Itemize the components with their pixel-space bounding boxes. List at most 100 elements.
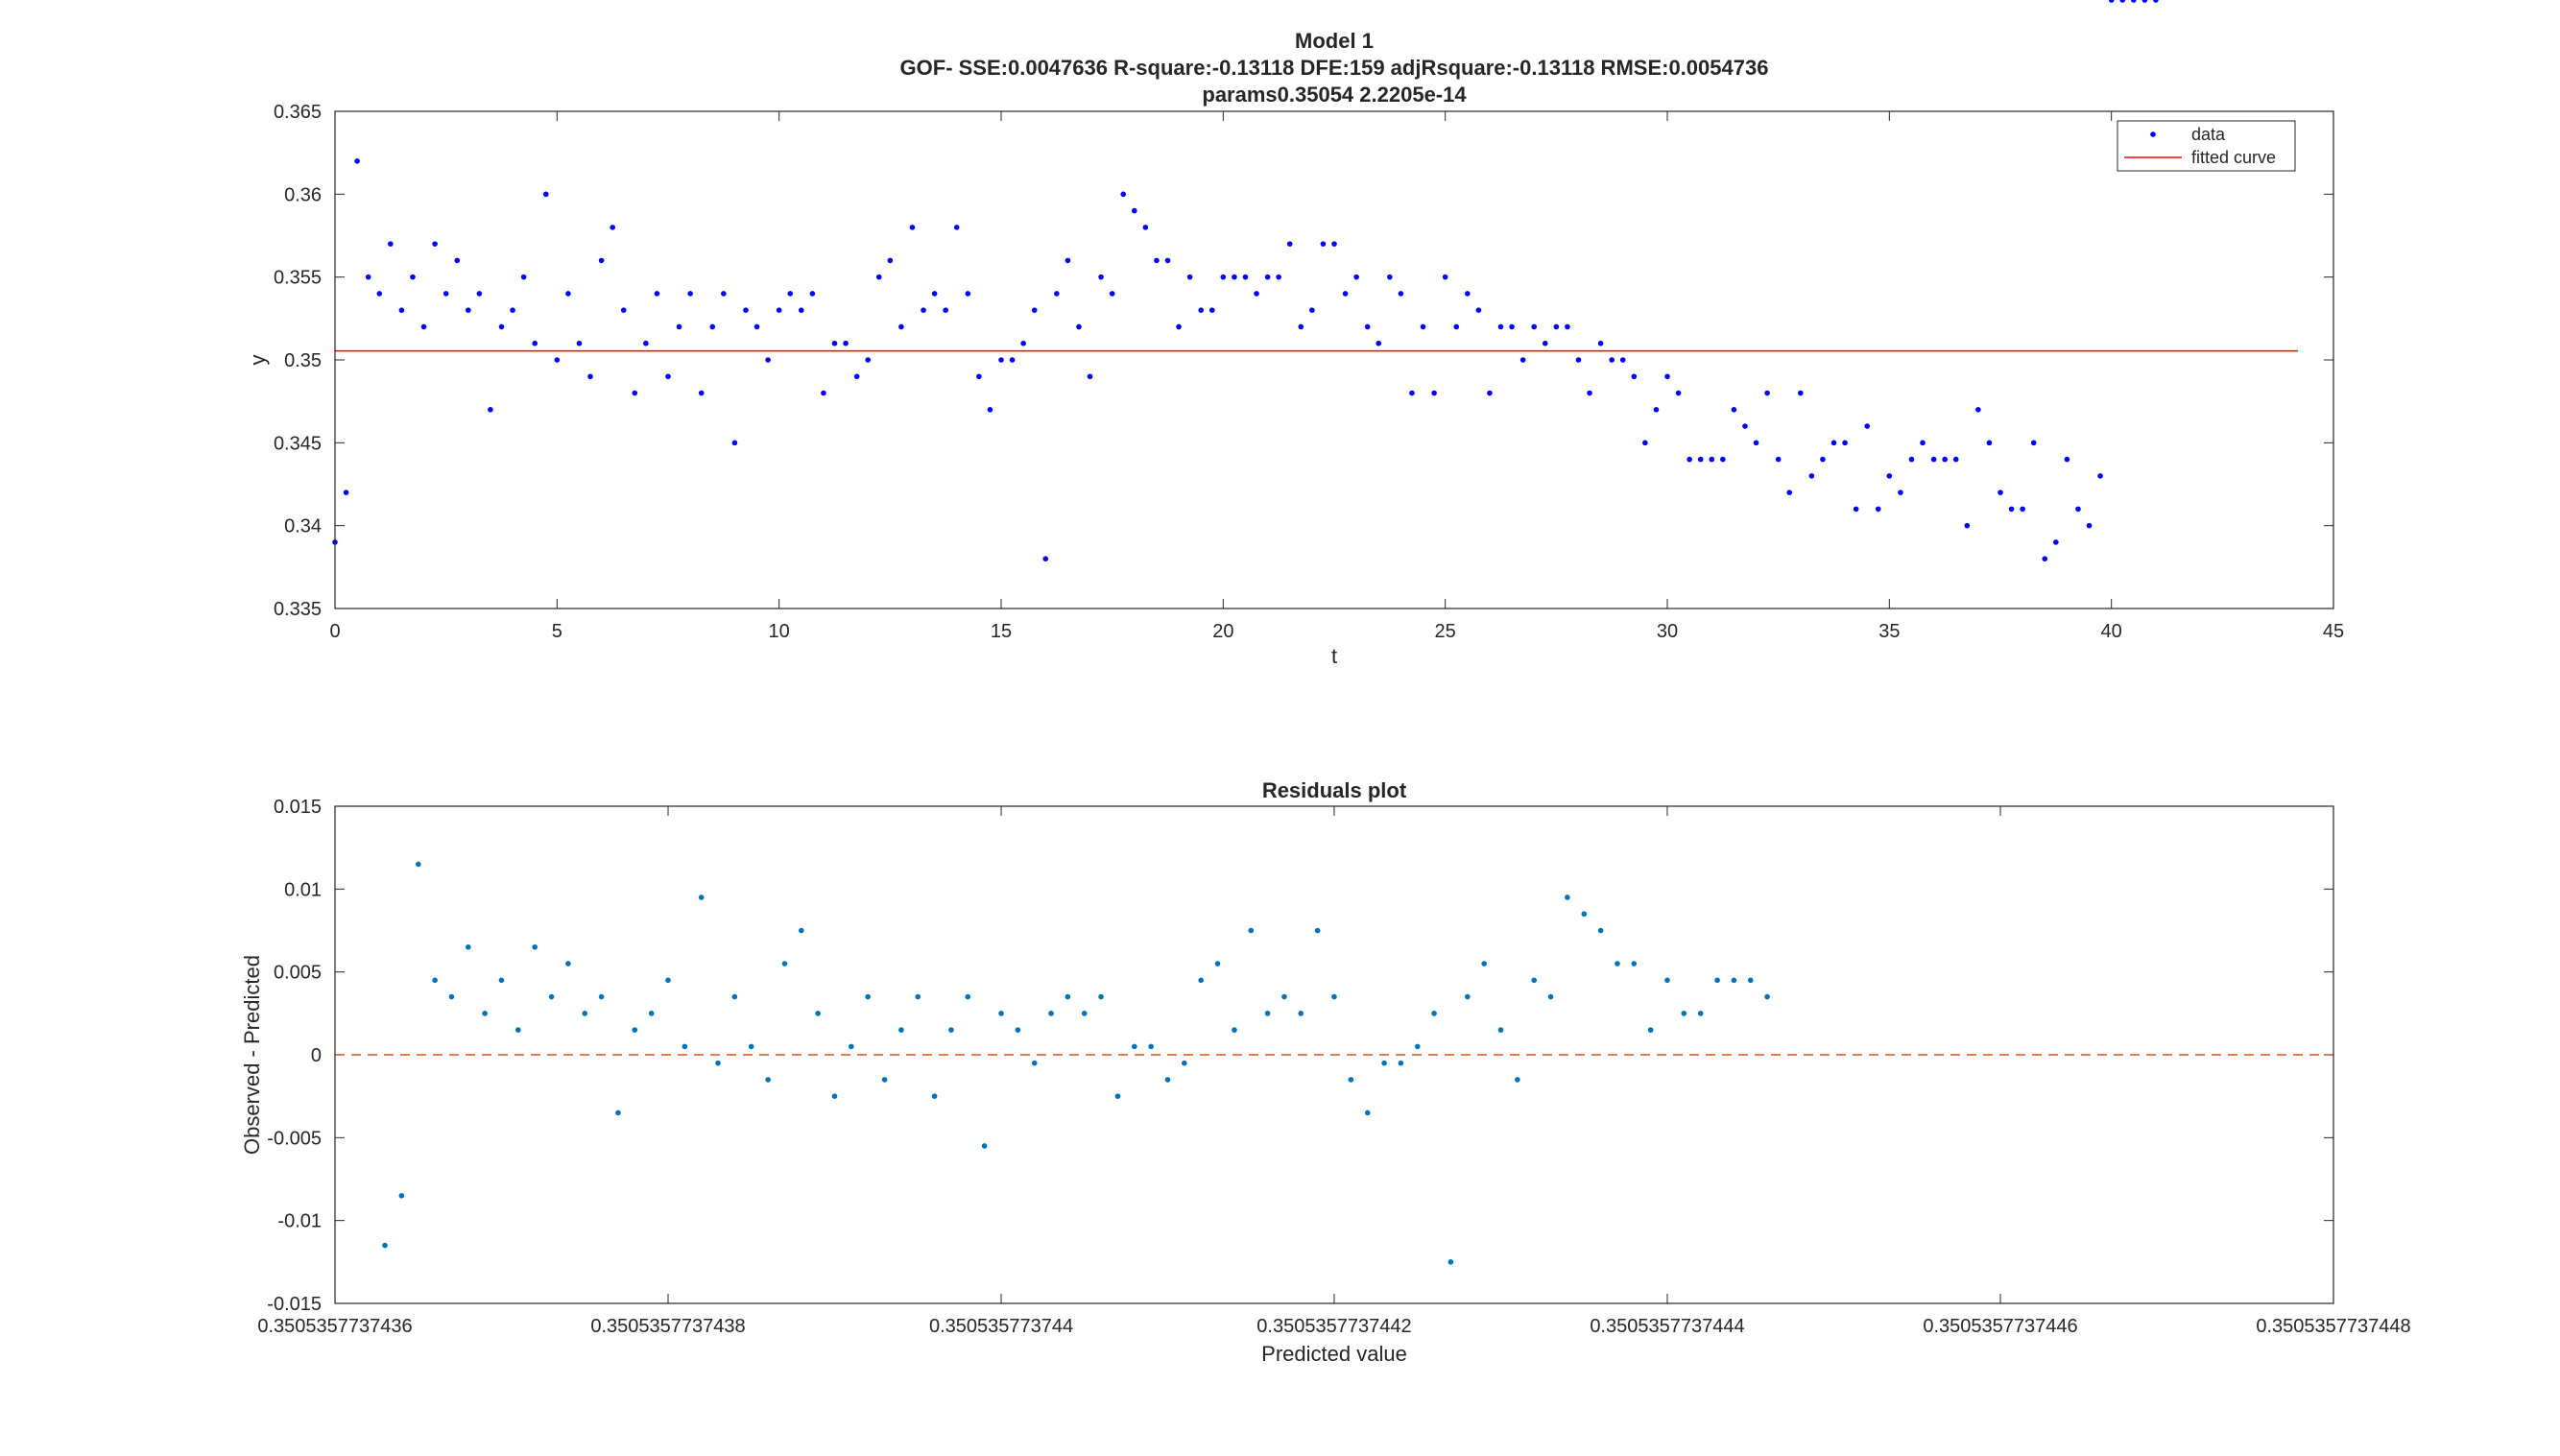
data-point [632, 390, 638, 396]
residual-point [465, 943, 471, 950]
data-point [731, 440, 738, 446]
residual-point [1182, 1060, 1187, 1066]
top-y-axis-label: y [246, 355, 270, 366]
data-point [2153, 0, 2159, 3]
bottom-x-tick-label: 0.3505357737444 [1590, 1316, 1744, 1337]
data-point [676, 323, 682, 330]
bottom-title: Residuals plot [1262, 778, 1407, 802]
residual-point [1565, 895, 1570, 900]
data-point [410, 274, 416, 280]
residual-point [1381, 1060, 1387, 1066]
data-point [532, 340, 538, 346]
data-point [1109, 291, 1115, 297]
data-point [1475, 307, 1482, 314]
data-point [1065, 257, 1071, 264]
residual-point [1647, 1027, 1654, 1033]
data-point [965, 291, 971, 297]
residual-point [815, 1011, 821, 1016]
data-point [1254, 291, 1259, 297]
data-point [721, 291, 727, 297]
data-point [1519, 357, 1526, 363]
data-point [1120, 191, 1127, 198]
bottom-y-tick-label: 0.015 [274, 797, 322, 818]
residual-point [382, 1242, 388, 1249]
top-x-tick-label: 20 [1212, 621, 1233, 642]
data-point [1642, 440, 1648, 446]
data-point [2141, 0, 2148, 3]
data-point [1142, 225, 1149, 230]
top-y-tick-label: 0.335 [274, 599, 322, 620]
data-point [1964, 522, 1971, 529]
data-point [1553, 323, 1560, 330]
data-point [520, 274, 527, 280]
residual-point [1764, 993, 1770, 1000]
data-point [1276, 274, 1281, 280]
data-point [498, 323, 505, 330]
residual-point [432, 977, 438, 984]
data-point [709, 323, 716, 330]
residual-point [1681, 1011, 1687, 1016]
data-point [1309, 307, 1315, 314]
residual-point [1631, 961, 1638, 967]
data-point [1298, 323, 1304, 330]
residual-point [665, 977, 671, 984]
residual-point [1031, 1060, 1038, 1066]
residual-point [582, 1011, 588, 1016]
data-point [1076, 323, 1082, 330]
bottom-x-tick-label: 0.3505357737438 [590, 1316, 745, 1337]
top-axes-frame [334, 110, 2334, 609]
data-point [643, 340, 649, 346]
bottom-x-tick-label: 0.3505357737436 [257, 1316, 412, 1337]
data-point [1808, 473, 1815, 479]
data-point [2064, 456, 2070, 463]
data-point [1720, 456, 1726, 463]
data-point [2108, 0, 2115, 3]
residual-point [1731, 977, 1737, 984]
residual-point [1348, 1077, 1354, 1083]
data-point [2075, 506, 2081, 513]
data-point [1020, 340, 1026, 346]
data-point [698, 390, 705, 396]
top-y-tick-label: 0.355 [274, 268, 322, 289]
residual-point [831, 1093, 838, 1099]
data-point [443, 291, 449, 297]
residual-point [998, 1011, 1004, 1016]
data-point [865, 357, 871, 363]
data-point [1653, 407, 1660, 413]
residual-point [965, 993, 971, 1000]
residual-point [865, 993, 871, 1000]
residual-point [881, 1077, 888, 1083]
residual-point [931, 1093, 938, 1099]
data-point [1687, 456, 1692, 463]
top-y-tick-label: 0.35 [284, 350, 322, 371]
top-y-tick-label: 0.365 [274, 102, 322, 123]
data-point [2131, 0, 2137, 3]
bottom-y-tick-label: 0.01 [284, 879, 322, 900]
data-points [332, 0, 2159, 561]
data-point [1409, 390, 1415, 396]
data-point [976, 373, 982, 380]
data-point [610, 225, 615, 230]
residual-point [498, 977, 505, 984]
residual-point [1697, 1011, 1704, 1016]
data-point [365, 274, 371, 280]
bottom-axes-frame [334, 805, 2334, 1304]
data-point [654, 291, 660, 297]
bottom-y-axis-label: Observed - Predicted [240, 955, 264, 1155]
top-x-tick-label: 5 [552, 621, 562, 642]
residual-point [1214, 961, 1221, 967]
residual-point [648, 1011, 655, 1016]
data-point [2008, 506, 2015, 513]
top-x-tick-label: 0 [329, 621, 340, 642]
data-point [1132, 207, 1137, 214]
data-point [1930, 456, 1937, 463]
residual-point [1497, 1027, 1504, 1033]
legend-box [2117, 120, 2296, 172]
data-point [1820, 456, 1826, 463]
residual-point [1314, 927, 1321, 934]
data-point [799, 307, 804, 314]
top-y-tick-label: 0.34 [284, 516, 322, 537]
residual-point [1164, 1077, 1171, 1083]
residual-point [1547, 993, 1554, 1000]
data-point [1242, 274, 1249, 280]
